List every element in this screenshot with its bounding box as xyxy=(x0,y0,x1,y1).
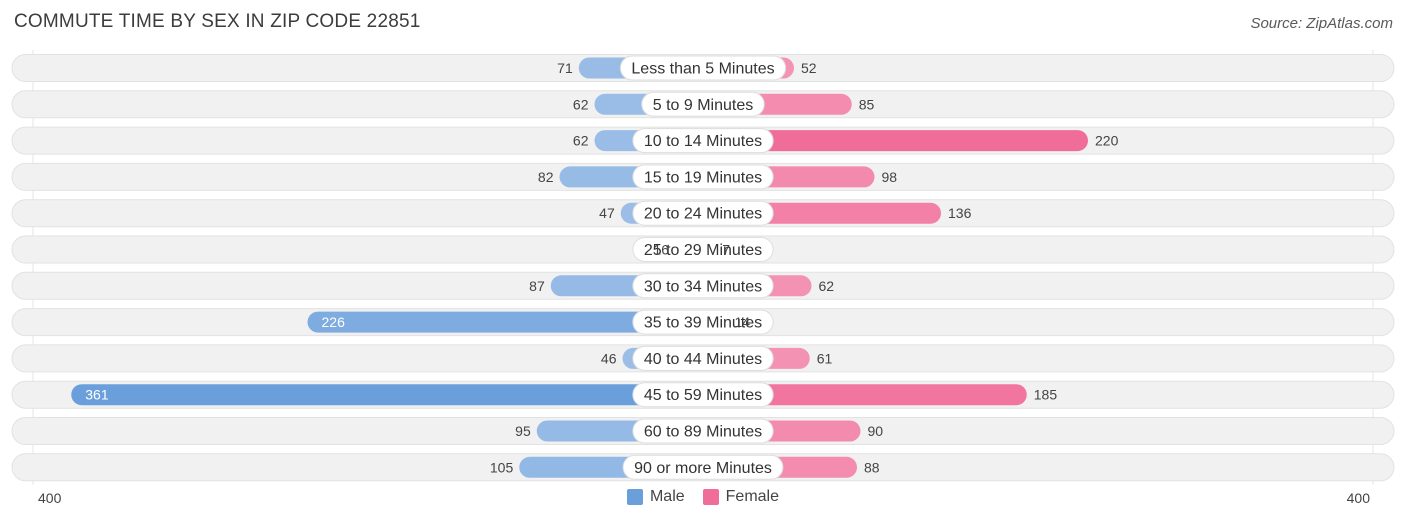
value-label-female: 220 xyxy=(1095,133,1119,149)
legend-label-male: Male xyxy=(649,488,685,505)
value-label-male: 62 xyxy=(573,133,589,149)
category-pill xyxy=(632,164,774,190)
category-pill xyxy=(641,91,765,117)
row-1: 5 to 9 Minutes 62 85 xyxy=(11,90,1395,119)
category-pill xyxy=(632,200,774,226)
category-pill xyxy=(632,345,774,371)
legend-swatch-female xyxy=(702,489,719,505)
value-label-male: 87 xyxy=(529,278,545,294)
value-label-male: 82 xyxy=(538,169,554,185)
value-label-female: 88 xyxy=(864,459,880,475)
value-label-female: 52 xyxy=(801,60,817,76)
category-pill xyxy=(622,454,784,480)
category-label: 25 to 29 Minutes xyxy=(644,242,762,259)
value-label-male: 16 xyxy=(653,242,669,258)
legend-swatch-male xyxy=(626,489,643,505)
category-label: 40 to 44 Minutes xyxy=(644,351,762,368)
row-0: Less than 5 Minutes 71 52 xyxy=(11,54,1395,82)
category-label: 10 to 14 Minutes xyxy=(644,133,762,150)
axis-label-right: 400 xyxy=(1346,490,1370,506)
category-label: 90 or more Minutes xyxy=(634,460,772,477)
row-6: 30 to 34 Minutes 87 62 xyxy=(11,271,1395,300)
bar-male xyxy=(307,311,714,333)
category-label: 15 to 19 Minutes xyxy=(644,169,762,186)
value-label-female: 62 xyxy=(819,278,835,294)
value-label-male: 226 xyxy=(322,314,346,330)
value-label-female: 98 xyxy=(882,169,898,185)
category-label: 35 to 39 Minutes xyxy=(644,315,762,332)
value-label-male: 62 xyxy=(573,96,589,112)
row-7: 35 to 39 Minutes 226 14 xyxy=(11,308,1395,337)
row-9: 45 to 59 Minutes 361 185 xyxy=(11,380,1395,409)
category-pill xyxy=(632,309,774,335)
row-4: 20 to 24 Minutes 47 136 xyxy=(11,199,1395,228)
row-8: 40 to 44 Minutes 46 61 xyxy=(11,344,1395,373)
value-label-male: 105 xyxy=(490,459,514,475)
value-label-female: 85 xyxy=(859,96,875,112)
legend-item-male: Male xyxy=(626,488,685,506)
legend-label-female: Female xyxy=(725,488,780,505)
row-10: 60 to 89 Minutes 95 90 xyxy=(11,417,1395,445)
category-label: 30 to 34 Minutes xyxy=(644,278,762,295)
value-label-male: 71 xyxy=(557,60,573,76)
chart-source: Source: ZipAtlas.com xyxy=(1250,15,1393,32)
value-label-male: 361 xyxy=(85,387,109,403)
category-pill xyxy=(632,382,774,408)
value-label-female: 90 xyxy=(868,423,884,439)
category-pill xyxy=(632,237,774,262)
value-label-female: 136 xyxy=(948,205,972,221)
bar-male xyxy=(71,384,714,406)
chart-plot: Less than 5 Minutes 71 52 5 to 9 Minutes 62 8… xyxy=(11,50,1395,485)
row-11: 90 or more Minutes 105 88 xyxy=(11,453,1395,482)
category-label: 20 to 24 Minutes xyxy=(644,206,762,223)
category-pill xyxy=(632,128,774,154)
value-label-male: 47 xyxy=(599,205,615,221)
legend-item-female: Female xyxy=(702,488,780,506)
category-label: 5 to 9 Minutes xyxy=(653,97,754,114)
value-label-female: 14 xyxy=(735,314,751,330)
chart-legend: Male Female xyxy=(0,488,1406,506)
value-label-female: 185 xyxy=(1034,387,1058,403)
category-pill xyxy=(632,273,774,299)
value-label-male: 46 xyxy=(601,350,617,366)
value-label-male: 95 xyxy=(515,423,531,439)
axis-label-left: 400 xyxy=(38,490,62,506)
value-label-female: 7 xyxy=(722,242,730,258)
row-2: 10 to 14 Minutes 62 220 xyxy=(11,126,1395,155)
chart-title: COMMUTE TIME BY SEX IN ZIP CODE 22851 xyxy=(14,11,421,32)
category-pill xyxy=(632,418,774,444)
category-label: 60 to 89 Minutes xyxy=(644,424,762,441)
category-label: 45 to 59 Minutes xyxy=(644,387,762,404)
value-label-female: 61 xyxy=(817,350,833,366)
bar-female xyxy=(692,384,1027,406)
bar-female xyxy=(692,130,1088,152)
row-3: 15 to 19 Minutes 82 98 xyxy=(11,162,1395,191)
category-label: Less than 5 Minutes xyxy=(631,61,774,78)
category-pill xyxy=(619,55,787,81)
